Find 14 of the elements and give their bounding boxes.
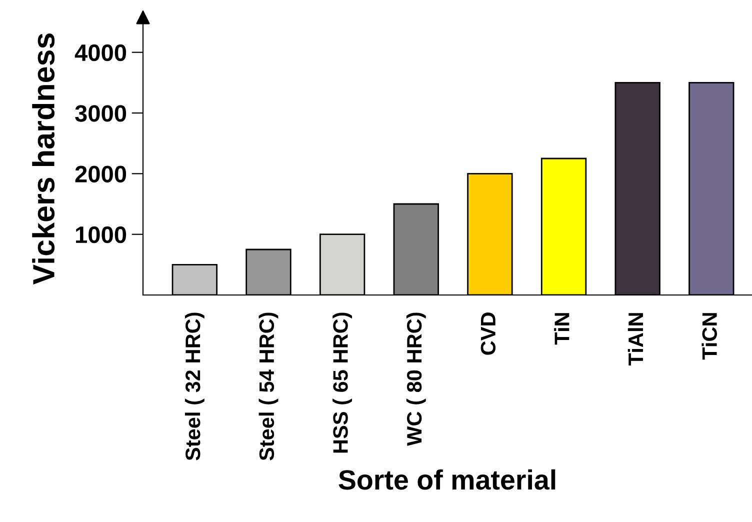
x-tick-label: Steel ( 32 HRC) bbox=[184, 312, 204, 460]
x-tick-label: TiN bbox=[554, 313, 570, 345]
x-tick-label: WC ( 80 HRC) bbox=[406, 312, 426, 446]
x-axis-title: Sorte of material bbox=[338, 469, 556, 490]
y-tick-label: 2000 bbox=[75, 166, 126, 182]
x-tick-label: TiCN bbox=[702, 313, 717, 360]
y-axis-title: Vickers hardness bbox=[32, 33, 55, 285]
y-tick-label: 4000 bbox=[74, 44, 126, 62]
x-tick-label: HSS ( 65 HRC) bbox=[332, 312, 352, 453]
x-tick-label: TiAlN bbox=[628, 313, 643, 366]
y-tick-label: 1000 bbox=[76, 226, 126, 244]
x-tick-label: CVD bbox=[480, 312, 496, 355]
y-tick-label: 3000 bbox=[75, 105, 126, 122]
x-tick-label: Steel ( 54 HRC) bbox=[258, 312, 278, 460]
